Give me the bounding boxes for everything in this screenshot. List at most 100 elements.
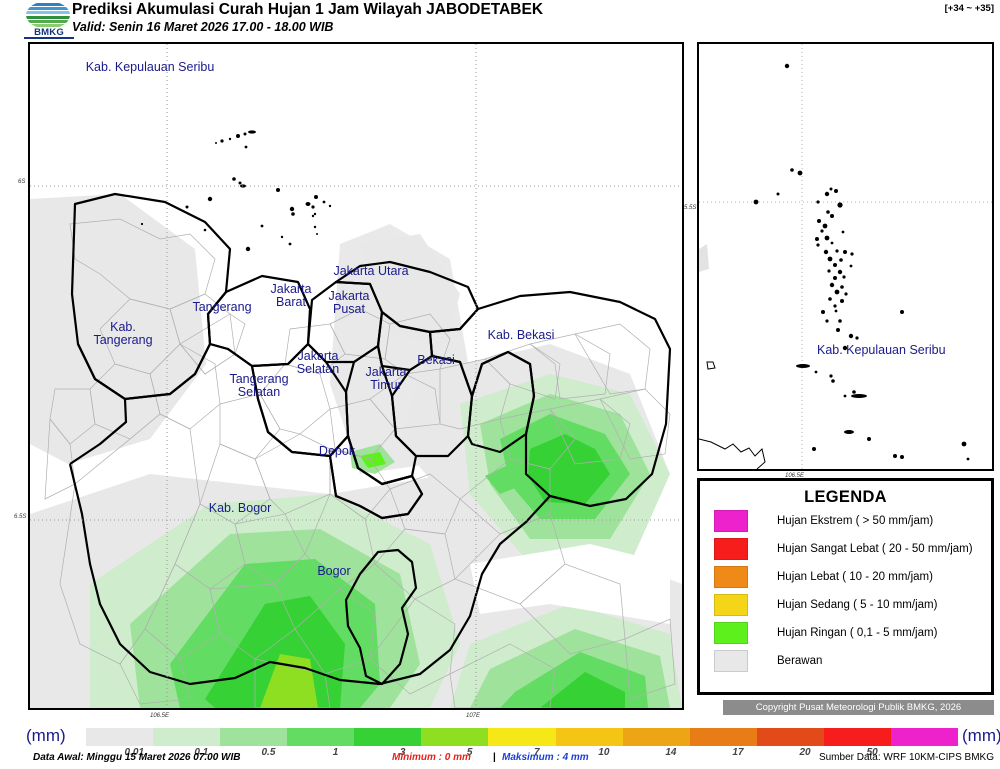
forecast-hour-range: [+34 ~ +35] bbox=[944, 3, 994, 14]
legend-label: Hujan Lebat ( 10 - 20 mm/jam) bbox=[777, 571, 933, 583]
colorbar-segment bbox=[488, 728, 556, 746]
legend-swatch bbox=[714, 650, 748, 672]
header: BMKG Prediksi Akumulasi Curah Hujan 1 Ja… bbox=[0, 0, 1000, 39]
map-label-bekasi: Bekasi bbox=[417, 353, 455, 367]
axis-label-lat-65s: 6.5S bbox=[14, 514, 27, 520]
map-label-jakarta-pusat: Jakarta Pusat bbox=[328, 289, 370, 316]
legend-item: Hujan Ringan ( 0,1 - 5 mm/jam) bbox=[700, 619, 991, 647]
map-label-jakarta-selatan: Jakarta Selatan bbox=[296, 349, 340, 376]
shade-hujan-ringan-l4 bbox=[540, 672, 625, 708]
colorbar-segment bbox=[220, 728, 288, 746]
inset-islands bbox=[753, 63, 970, 461]
axis-label-lat-6s: 6S bbox=[18, 179, 26, 185]
colorbar-tick: 17 bbox=[732, 747, 744, 758]
map-label-kab-tangerang: Kab. Tangerang bbox=[93, 320, 153, 347]
map-label-tangerang: Tangerang bbox=[192, 300, 252, 314]
map-label-kab-bogor: Kab. Bogor bbox=[208, 501, 272, 515]
legend-swatch bbox=[714, 622, 748, 644]
shade-hujan-ringan-l4 bbox=[528, 434, 610, 504]
inset-map-panel[interactable]: Kab. Kepulauan Seribu bbox=[697, 42, 994, 471]
legend-swatch bbox=[714, 510, 748, 532]
logo-text: BMKG bbox=[34, 27, 64, 38]
kepulauan-seribu-islands bbox=[140, 130, 332, 252]
colorbar-unit-left: (mm) bbox=[26, 726, 66, 745]
colorbar-tick: 1 bbox=[332, 747, 339, 758]
legend-swatch bbox=[714, 538, 748, 560]
legend-label: Hujan Ringan ( 0,1 - 5 mm/jam) bbox=[777, 627, 938, 639]
page-title: Prediksi Akumulasi Curah Hujan 1 Jam Wil… bbox=[72, 1, 544, 18]
footer-separator: | bbox=[493, 752, 496, 763]
legend-swatch bbox=[714, 594, 748, 616]
colorbar-tick: 0.5 bbox=[261, 747, 276, 758]
legend-item: Hujan Sangat Lebat ( 20 - 50 mm/jam) bbox=[700, 535, 991, 563]
legend-title: LEGENDA bbox=[804, 488, 887, 506]
colorbar-segment bbox=[153, 728, 221, 746]
inset-map-svg bbox=[699, 44, 992, 469]
colorbar-tick: 7 bbox=[533, 747, 540, 758]
colorbar-segment bbox=[823, 728, 891, 746]
colorbar-tick: 0.01 bbox=[124, 747, 145, 758]
subdistrict-boundaries bbox=[44, 218, 676, 708]
colorbar-tick: 20 bbox=[799, 747, 811, 758]
legend-item: Berawan bbox=[700, 647, 991, 675]
data-awal-text: Data Awal: Minggu 15 Maret 2026 07.00 WI… bbox=[33, 752, 241, 763]
legend-item: Hujan Sedang ( 5 - 10 mm/jam) bbox=[700, 591, 991, 619]
colorbar-tick: 5 bbox=[466, 747, 473, 758]
legend-panel: LEGENDA Hujan Ekstrem ( > 50 mm/jam) Huja… bbox=[697, 478, 994, 695]
map-label-jakarta-timur: Jakarta Timur bbox=[365, 365, 407, 392]
inset-label-kepulauan-seribu: Kab. Kepulauan Seribu bbox=[817, 343, 946, 357]
colorbar-segment bbox=[756, 728, 824, 746]
maksimum-value: Maksimum : 4 mm bbox=[502, 752, 589, 763]
legend-label: Hujan Ekstrem ( > 50 mm/jam) bbox=[777, 515, 934, 527]
colorbar-section: (mm) (mm) 0.01 0.1 0.5 1 3 5 7 10 14 17 20 50 bbox=[0, 726, 1000, 769]
minimum-value: Minimum : 0 mm bbox=[392, 752, 471, 763]
colorbar-tick: 50 bbox=[866, 747, 878, 758]
legend-label: Berawan bbox=[777, 655, 823, 667]
legend-rows: Hujan Ekstrem ( > 50 mm/jam) Hujan Sangat… bbox=[700, 507, 991, 675]
inset-axis-label-lat: 5.5S bbox=[684, 205, 697, 211]
colorbar bbox=[86, 728, 959, 746]
colorbar-segment bbox=[86, 728, 154, 746]
colorbar-segment bbox=[890, 728, 959, 746]
legend-swatch bbox=[714, 566, 748, 588]
legend-label: Hujan Sangat Lebat ( 20 - 50 mm/jam) bbox=[777, 543, 973, 555]
colorbar-tick: 10 bbox=[598, 747, 610, 758]
shade-berawan bbox=[360, 234, 460, 344]
legend-item: Hujan Lebat ( 10 - 20 mm/jam) bbox=[700, 563, 991, 591]
bmkg-logo-icon: BMKG bbox=[20, 1, 78, 39]
colorbar-ticks: 0.01 0.1 0.5 1 3 5 7 10 14 17 20 50 bbox=[86, 747, 958, 761]
colorbar-segment bbox=[287, 728, 355, 746]
sumber-data-text: Sumber Data: WRF 10KM-CIPS BMKG bbox=[818, 752, 994, 763]
main-map-panel[interactable] bbox=[28, 42, 684, 710]
legend-item: Hujan Ekstrem ( > 50 mm/jam) bbox=[700, 507, 991, 535]
district-boundaries bbox=[68, 192, 672, 686]
colorbar-tick: 14 bbox=[665, 747, 677, 758]
colorbar-unit-right: (mm) bbox=[962, 726, 1000, 745]
map-label-kab-kepulauan-seribu: Kab. Kepulauan Seribu bbox=[85, 60, 215, 74]
valid-period: Valid: Senin 16 Maret 2026 17.00 - 18.00… bbox=[72, 20, 334, 34]
colorbar-segment bbox=[421, 728, 489, 746]
map-label-jakarta-utara: Jakarta Utara bbox=[333, 264, 409, 278]
axis-label-lon-107e: 107E bbox=[466, 713, 481, 719]
shade-hujan-ringan-small bbox=[485, 464, 525, 494]
colorbar-tick: 0.1 bbox=[194, 747, 209, 758]
main-map-svg bbox=[30, 44, 682, 708]
colorbar-segment bbox=[354, 728, 422, 746]
map-label-tangerang-selatan: Tangerang Selatan bbox=[229, 372, 289, 399]
map-label-jakarta-barat: Jakarta Barat bbox=[270, 282, 312, 309]
inset-axis-label-lon: 106.5E bbox=[785, 473, 805, 479]
map-label-kab-bekasi: Kab. Bekasi bbox=[487, 328, 555, 342]
axis-label-lon-1065e: 106.5E bbox=[150, 713, 170, 719]
colorbar-segment bbox=[622, 728, 690, 746]
copyright-bar: Copyright Pusat Meteorologi Publik BMKG,… bbox=[723, 700, 994, 715]
map-label-bogor: Bogor bbox=[317, 564, 351, 578]
map-label-depok: Depok bbox=[318, 444, 356, 458]
colorbar-tick: 3 bbox=[399, 747, 406, 758]
logo-disc bbox=[26, 1, 70, 29]
shade-hujan-ringan-small bbox=[360, 452, 386, 468]
legend-label: Hujan Sedang ( 5 - 10 mm/jam) bbox=[777, 599, 938, 611]
logo-underline bbox=[24, 37, 74, 39]
colorbar-segment bbox=[689, 728, 757, 746]
colorbar-segment bbox=[555, 728, 623, 746]
